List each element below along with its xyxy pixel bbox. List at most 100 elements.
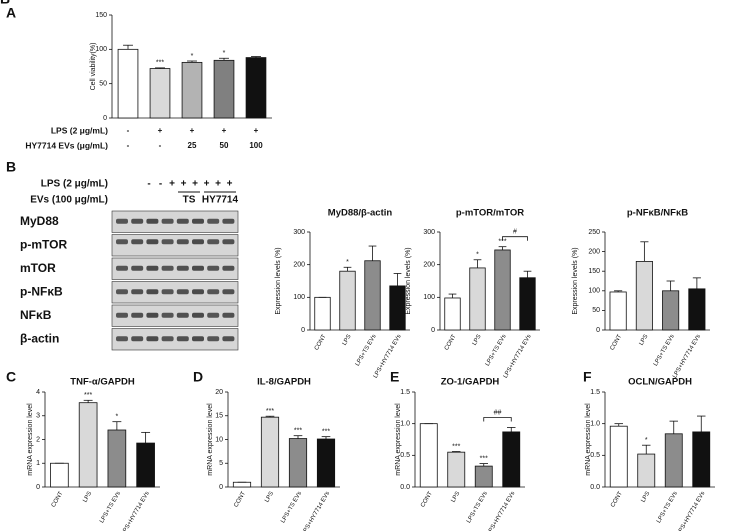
- condition-cell: -: [127, 126, 130, 135]
- x-tick-label: LPS+TS EVs: [99, 491, 122, 524]
- blot-band: [207, 336, 220, 342]
- blot-band: [161, 336, 174, 342]
- x-tick-label: CONT: [314, 334, 328, 352]
- x-tick-label: LPS+TS EVs: [656, 491, 679, 524]
- comparison-label: ##: [494, 409, 502, 416]
- y-tick-label: 0: [219, 484, 223, 491]
- chart-title: TNF-α/GAPDH: [70, 377, 135, 388]
- blot-sign: -: [147, 179, 150, 190]
- blot-band: [207, 239, 220, 245]
- blot-band: [192, 336, 204, 342]
- comparison-bracket: [483, 417, 512, 422]
- blot-band: [161, 218, 174, 224]
- x-tick-label: CONT: [444, 334, 458, 352]
- significance: *: [116, 414, 119, 421]
- significance: ***: [294, 428, 302, 435]
- x-tick-label: LPS+TS EVs: [485, 334, 508, 367]
- significance: ***: [322, 428, 330, 435]
- bar: [692, 431, 711, 488]
- blot-band: [161, 312, 174, 318]
- bar: [245, 57, 267, 119]
- y-tick-label: 150: [95, 12, 107, 19]
- blot-band: [161, 265, 174, 271]
- x-tick-label: LPS+TS EVs: [280, 491, 303, 524]
- y-tick-label: 300: [293, 229, 305, 236]
- y-tick-label: 10: [215, 436, 223, 443]
- significance: ***: [452, 443, 460, 450]
- bar: [213, 59, 235, 119]
- blot-band: [116, 312, 128, 318]
- y-axis-label: Expression levels (%): [572, 247, 579, 314]
- panel-letter: B: [6, 159, 16, 175]
- blot-row-label: p-mTOR: [20, 237, 67, 251]
- chart-title: IL-8/GAPDH: [257, 377, 311, 388]
- x-tick-label: LPS+TS EVs: [355, 334, 378, 367]
- blot-band: [116, 336, 128, 342]
- x-tick-label: LPS+TS EVs: [466, 491, 489, 524]
- condition-cell: 50: [220, 141, 229, 150]
- condition-cell: +: [190, 126, 195, 135]
- blot-band: [146, 218, 159, 224]
- bar: [107, 429, 127, 488]
- blot-row-label: β-actin: [20, 331, 59, 345]
- condition-cell: -: [159, 141, 162, 150]
- y-tick-label: 200: [423, 262, 435, 269]
- blot-band: [131, 336, 144, 342]
- y-tick-label: 1.5: [590, 389, 600, 396]
- blot-strip: [111, 234, 239, 257]
- x-tick-label: CONT: [420, 491, 434, 509]
- blot-band: [222, 239, 235, 245]
- blot-sign: +: [169, 179, 175, 190]
- y-tick-label: 0.0: [590, 484, 600, 491]
- blot-band: [131, 265, 144, 271]
- blot-row-label: NFκB: [20, 308, 52, 322]
- y-axis-label: Expression levels (%): [275, 247, 282, 314]
- panel-letter: E: [390, 369, 399, 385]
- y-tick-label: 50: [592, 307, 600, 314]
- blot-band: [146, 239, 159, 245]
- blot-sign: +: [204, 179, 210, 190]
- x-tick-label: CONT: [233, 491, 247, 509]
- x-tick-label: LPS: [342, 334, 353, 347]
- blot-band: [131, 289, 144, 295]
- blot-group: HY7714: [202, 195, 239, 206]
- x-tick-label: CONT: [51, 491, 65, 509]
- y-tick-label: 3: [36, 413, 40, 420]
- blot-band: [146, 289, 159, 295]
- y-tick-label: 0: [36, 484, 40, 491]
- blot-band: [192, 312, 204, 318]
- y-tick-label: 100: [588, 288, 600, 295]
- significance: ***: [156, 60, 164, 67]
- y-tick-label: 1.0: [400, 421, 410, 428]
- blot-band: [207, 265, 220, 271]
- blot-band: [146, 312, 159, 318]
- blot-band: [176, 336, 189, 342]
- significance: *: [476, 252, 479, 259]
- bar: [444, 297, 461, 331]
- x-tick-label: LPS: [450, 491, 461, 504]
- blot-band: [146, 265, 159, 271]
- x-tick-label: LPS: [639, 334, 650, 347]
- condition-cell: 25: [188, 141, 197, 150]
- y-tick-label: 0: [103, 115, 107, 122]
- blot-band: [222, 312, 235, 318]
- bar: [339, 270, 356, 331]
- blot-strip: [111, 257, 239, 280]
- chart-title: p-mTOR/mTOR: [456, 208, 524, 219]
- y-tick-label: 0.5: [590, 452, 600, 459]
- y-tick-label: 200: [293, 262, 305, 269]
- blot-group: TS: [183, 195, 196, 206]
- x-tick-label: LPS+HY7714 EVs: [301, 491, 331, 531]
- blot-band: [192, 239, 204, 245]
- x-tick-label: CONT: [610, 491, 624, 509]
- y-tick-label: 250: [588, 229, 600, 236]
- blot-band: [116, 289, 128, 295]
- bar: [364, 260, 381, 331]
- y-axis-label: mRNA expression level: [207, 403, 214, 476]
- bar: [635, 260, 653, 331]
- bar: [149, 68, 171, 119]
- blot-band: [222, 289, 235, 295]
- significance: *: [191, 53, 194, 60]
- condition-cell: +: [158, 126, 163, 135]
- y-tick-label: 100: [423, 294, 435, 301]
